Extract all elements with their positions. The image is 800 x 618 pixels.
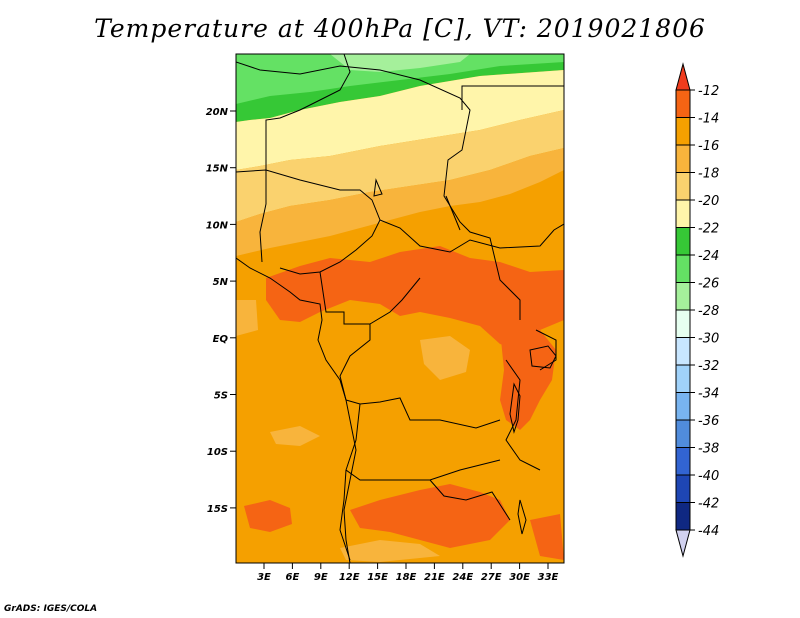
lat-tick-label: 15S [207, 504, 228, 515]
colorbar-label: -34 [698, 387, 719, 402]
colorbar-top-arrow [675, 62, 691, 91]
colorbar-box [675, 199, 691, 228]
colorbar-box [675, 502, 691, 531]
lon-tick-label: 15E [367, 572, 388, 583]
colorbar-label: -30 [698, 332, 719, 347]
longitude-axis: 3E 6E 9E 12E 15E 18E 21E 24E 27E 30E 33E [257, 563, 559, 583]
colorbar-label: -16 [698, 139, 719, 154]
lat-tick-label: EQ [213, 334, 229, 345]
colorbar-box [675, 254, 691, 283]
colorbar: -12 -14 -16 -18 -20 -22 -24 -26 -28 -30 -32 -34 -36 -… [675, 62, 719, 558]
colorbar-label: -22 [698, 222, 719, 237]
lat-tick-label: 5N [213, 277, 229, 288]
colorbar-label: -28 [698, 304, 719, 319]
lon-tick-label: 18E [396, 572, 417, 583]
field-patch-4 [236, 300, 258, 336]
lat-tick-label: 5S [214, 391, 228, 402]
colorbar-box [675, 364, 691, 393]
field-patch-3 [340, 540, 440, 562]
field-lightorange [236, 148, 564, 256]
credit-label: GrADS: IGES/COLA [4, 604, 98, 614]
colorbar-box [675, 89, 691, 118]
temperature-field [236, 54, 564, 563]
colorbar-label: -14 [698, 112, 719, 127]
field-palegreen [330, 54, 470, 72]
colorbar-label: -26 [698, 277, 719, 292]
colorbar-box [675, 419, 691, 448]
field-darkorange-se [530, 514, 564, 560]
map-frame [235, 53, 565, 564]
field-paleyellow [236, 70, 564, 170]
lon-tick-label: 12E [339, 572, 360, 583]
field-darkorange-sw [244, 500, 292, 532]
colorbar-box [675, 144, 691, 173]
lat-tick-label: 20N [206, 107, 229, 118]
lon-tick-label: 33E [538, 572, 559, 583]
colorbar-box [675, 172, 691, 201]
field-lightyellow [236, 110, 564, 222]
lon-tick-label: 30E [509, 572, 530, 583]
colorbar-box [675, 392, 691, 421]
country-borders [236, 54, 564, 563]
colorbar-label: -44 [698, 524, 719, 539]
latitude-axis: 20N 15N 10N 5N EQ 5S 10S 15S [206, 107, 236, 515]
lon-tick-label: 21E [424, 572, 445, 583]
colorbar-label: -12 [698, 84, 719, 99]
field-patch-2 [270, 426, 320, 446]
colorbar-box [675, 282, 691, 311]
field-darkorange-central [266, 246, 564, 350]
field-darkorange-south [350, 484, 510, 548]
lon-tick-label: 9E [314, 572, 328, 583]
colorbar-bottom-arrow [675, 529, 691, 558]
colorbar-box [675, 227, 691, 256]
colorbar-label: -24 [698, 249, 719, 264]
colorbar-label: -18 [698, 167, 719, 182]
colorbar-box [675, 337, 691, 366]
lat-tick-label: 15N [206, 164, 229, 175]
lon-tick-label: 24E [452, 572, 473, 583]
lat-tick-label: 10N [206, 220, 229, 231]
colorbar-box [675, 447, 691, 476]
lat-tick-label: 10S [207, 447, 228, 458]
colorbar-box [675, 309, 691, 338]
lon-tick-label: 3E [257, 572, 271, 583]
colorbar-label: -42 [698, 497, 719, 512]
chart-title: Temperature at 400hPa [C], VT: 201902180… [94, 14, 706, 43]
colorbar-box [675, 117, 691, 146]
lon-tick-label: 6E [286, 572, 300, 583]
colorbar-label: -40 [698, 469, 719, 484]
field-patch-1 [420, 336, 470, 380]
lon-tick-label: 27E [481, 572, 502, 583]
colorbar-label: -20 [698, 194, 719, 209]
colorbar-box [675, 474, 691, 503]
field-darkorange-east [500, 326, 556, 430]
field-lightgreen [236, 54, 564, 104]
colorbar-label: -38 [698, 442, 719, 457]
colorbar-label: -36 [698, 414, 719, 429]
colorbar-label: -32 [698, 359, 719, 374]
